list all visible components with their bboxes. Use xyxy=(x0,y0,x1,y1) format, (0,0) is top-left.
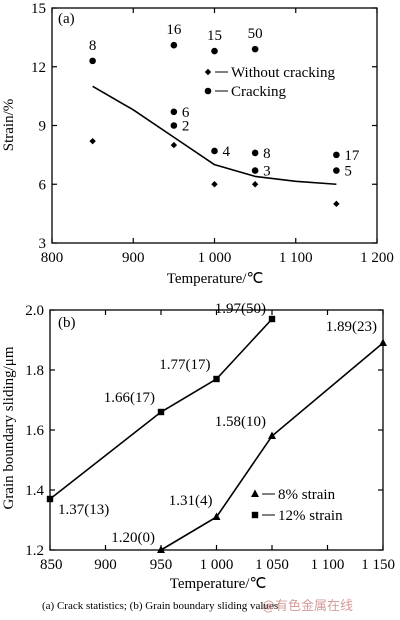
crack-count-label: 3 xyxy=(263,164,271,180)
legend-marker-without-cracking xyxy=(204,68,212,76)
series-12pct-strain-data-label: 1.37(13) xyxy=(58,502,109,518)
legend-label-12pct: 12% strain xyxy=(278,508,343,524)
y-tick-label-b: 1.6 xyxy=(25,423,44,439)
crack-count-label: 16 xyxy=(166,22,182,38)
series-12pct-strain-data-label: 1.97(50) xyxy=(215,301,266,317)
series-8pct-strain-data-label: 1.31(4) xyxy=(169,493,213,509)
legend-marker-cracking xyxy=(204,87,212,95)
series-12pct-strain-data-label: 1.77(17) xyxy=(159,357,210,373)
panel-label-a: (a) xyxy=(58,11,75,27)
boundary-curve xyxy=(92,85,337,186)
series-8pct-strain-point xyxy=(268,431,276,439)
x-tick-label-a: 900 xyxy=(122,250,145,266)
series-12pct-strain-point xyxy=(268,315,276,323)
chart-panel-b: 850 900 950 1 000 1 050 1 100 1 1501.21.41.61.… xyxy=(1,301,395,592)
y-tick-label-b: 1.8 xyxy=(25,363,44,379)
series-12pct-strain-point xyxy=(213,375,220,383)
point-without-cracking xyxy=(170,141,178,149)
legend-b: 8% strain 12% strain xyxy=(251,487,343,524)
point-without-cracking xyxy=(251,181,259,188)
x-tick-label-a: 800 xyxy=(41,250,64,266)
crack-count-label: 50 xyxy=(248,26,263,42)
x-tick-label-b: 900 xyxy=(94,557,117,573)
x-tick-label-a: 1 100 xyxy=(279,250,313,266)
series-8pct-strain-data-label: 1.89(23) xyxy=(326,319,377,335)
y-tick-label-a: 6 xyxy=(39,177,47,193)
series-8pct-strain-data-label: 1.58(10) xyxy=(215,414,266,430)
legend-diamond-icon xyxy=(204,68,212,76)
x-tick-label-b: 1 050 xyxy=(255,557,289,573)
axis-ticks-b: 850 900 950 1 000 1 050 1 100 1 1501.21.41.61.… xyxy=(25,303,395,573)
legend-label-without-cracking: Without cracking xyxy=(231,65,335,81)
point-cracking xyxy=(251,149,259,157)
x-tick-label-b: 1 150 xyxy=(361,557,395,573)
crack-count-label: 8 xyxy=(263,146,271,162)
crack-count-label: 17 xyxy=(344,148,360,164)
series-12pct-strain-line xyxy=(49,318,273,500)
point-cracking xyxy=(251,167,259,174)
point-without-cracking xyxy=(89,137,96,145)
x-tick-label-a: 1 000 xyxy=(198,250,232,266)
legend-marker-8pct xyxy=(251,489,259,497)
point-cracking xyxy=(170,108,178,116)
crack-count-label: 15 xyxy=(207,28,222,44)
y-tick-label-b: 1.4 xyxy=(25,483,44,499)
point-cracking xyxy=(251,45,259,53)
series-lines-b xyxy=(49,318,384,551)
legend-triangle-icon xyxy=(251,489,259,497)
legend-label-8pct: 8% strain xyxy=(278,487,336,503)
point-cracking xyxy=(211,47,218,55)
legend-square-icon xyxy=(251,511,259,519)
figure-caption: (a) Crack statistics; (b) Grain boundary… xyxy=(42,600,278,612)
series-8pct-strain-point xyxy=(157,545,165,553)
x-tick-label-b: 1 100 xyxy=(311,557,345,573)
series-8pct-strain-point xyxy=(379,338,387,346)
y-tick-label-a: 3 xyxy=(39,236,47,252)
point-without-cracking xyxy=(333,200,340,208)
point-cracking xyxy=(89,57,96,65)
series-8pct-strain-point xyxy=(212,512,221,520)
point-cracking xyxy=(211,147,218,155)
point-cracking xyxy=(333,167,340,174)
x-tick-label-b: 1 000 xyxy=(200,557,234,573)
y-tick-label-a: 15 xyxy=(31,1,46,17)
axis-ticks-a: 800 900 1 000 1 100 1 200 3 6 9 12 15 xyxy=(31,1,394,266)
y-tick-label-b: 1.2 xyxy=(25,543,44,559)
point-cracking xyxy=(170,41,178,49)
y-tick-label-a: 9 xyxy=(39,119,47,135)
crack-count-label: 6 xyxy=(182,105,190,121)
data-marks-b: 1.20(0) 1.31(4) 1.58(10) 1.89(23) 1.37(13) 1.… xyxy=(46,301,387,553)
data-marks-a: 8 16 15 50 62 4 8 3 175 xyxy=(89,22,360,208)
crack-count-label: 4 xyxy=(223,144,231,160)
crack-count-label: 5 xyxy=(344,164,352,180)
y-tick-label-b: 2.0 xyxy=(25,303,44,319)
point-cracking xyxy=(333,151,340,159)
legend-a: Without cracking Cracking xyxy=(204,65,335,100)
point-without-cracking xyxy=(211,181,218,188)
series-8pct-strain-data-label: 1.20(0) xyxy=(111,530,155,546)
series-12pct-strain-point xyxy=(157,408,165,416)
y-axis-title-b: Grain boundary sliding/μm xyxy=(1,346,17,509)
x-axis-title-a: Temperature/℃ xyxy=(167,271,264,287)
x-tick-label-b: 850 xyxy=(40,557,63,573)
point-cracking xyxy=(170,122,178,129)
x-tick-label-b: 950 xyxy=(150,557,173,573)
legend-marker-12pct xyxy=(251,511,259,519)
x-axis-title-b: Temperature/℃ xyxy=(170,576,267,592)
crack-count-label: 8 xyxy=(89,38,97,54)
panel-label-b: (b) xyxy=(58,315,76,331)
legend-circle-icon xyxy=(204,87,212,95)
watermark: @有色金属在线 xyxy=(262,598,353,614)
x-tick-label-a: 1 200 xyxy=(360,250,394,266)
y-tick-label-a: 12 xyxy=(31,60,46,76)
y-axis-title-a: Strain/% xyxy=(1,99,17,152)
series-8pct-strain-line xyxy=(160,342,384,551)
series-12pct-strain-data-label: 1.66(17) xyxy=(104,390,155,406)
legend-label-cracking: Cracking xyxy=(231,84,286,100)
crack-count-label: 2 xyxy=(182,119,190,135)
series-12pct-strain-point xyxy=(46,495,54,503)
